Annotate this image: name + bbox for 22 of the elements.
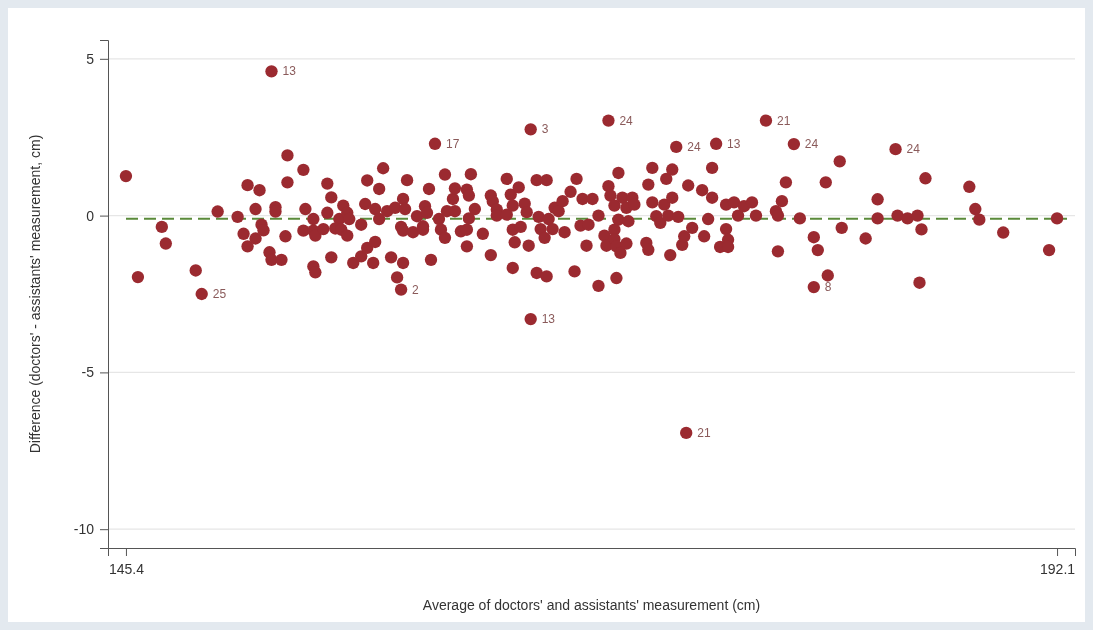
y-tick-label: -10: [73, 521, 95, 538]
y-tick-label: -5: [81, 364, 95, 381]
annotation: 25: [212, 287, 227, 301]
y-tick-label: 0: [86, 207, 95, 224]
annotation: 13: [541, 312, 556, 327]
y-axis-title: Difference (doctors' - assistants' measurement, cm): [27, 134, 43, 454]
annotation: 2: [412, 282, 420, 297]
x-axis-title: Average of doctors' and assistants' measurement (cm): [422, 597, 761, 613]
annotation: 8: [824, 280, 832, 295]
annotation: 24: [804, 137, 819, 152]
annotation: 24: [906, 142, 921, 157]
annotation: 13: [282, 64, 297, 79]
annotation: 24: [619, 113, 634, 128]
annotation: 3: [541, 122, 549, 137]
y-tick-label: 5: [86, 50, 95, 67]
annotation: 24: [687, 139, 701, 154]
annotation: 17: [445, 136, 460, 151]
annotation: 21: [697, 425, 711, 440]
x-tick-label: 192.1: [1040, 560, 1076, 577]
annotation: 13: [727, 136, 741, 151]
annotation: 21: [776, 113, 791, 128]
x-tick-label: 145.4: [108, 560, 145, 577]
